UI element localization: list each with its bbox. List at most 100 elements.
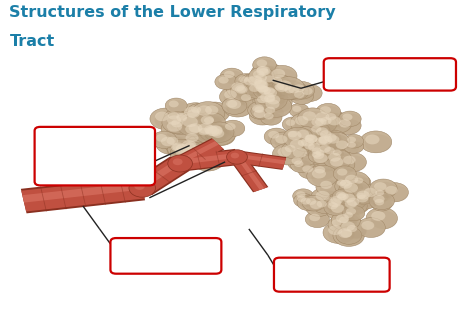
Circle shape — [205, 105, 230, 122]
Circle shape — [192, 147, 215, 163]
Circle shape — [196, 150, 206, 157]
Circle shape — [301, 198, 310, 205]
Circle shape — [360, 131, 392, 153]
Circle shape — [185, 133, 199, 142]
Circle shape — [249, 107, 275, 125]
Circle shape — [192, 149, 224, 171]
Circle shape — [220, 68, 244, 84]
Circle shape — [251, 71, 277, 89]
Circle shape — [155, 112, 169, 121]
Circle shape — [266, 65, 297, 87]
Circle shape — [302, 132, 322, 146]
Circle shape — [265, 99, 292, 117]
Circle shape — [231, 82, 245, 92]
Circle shape — [271, 81, 292, 96]
Circle shape — [294, 91, 304, 98]
Circle shape — [315, 149, 332, 161]
Circle shape — [196, 112, 226, 132]
Circle shape — [343, 156, 356, 164]
Circle shape — [241, 94, 251, 101]
Circle shape — [345, 200, 357, 208]
Circle shape — [231, 82, 256, 99]
Circle shape — [331, 137, 359, 156]
Circle shape — [315, 137, 328, 145]
Circle shape — [321, 110, 346, 127]
Circle shape — [264, 87, 275, 95]
Circle shape — [297, 196, 314, 207]
Circle shape — [298, 163, 322, 179]
Circle shape — [298, 84, 322, 101]
Circle shape — [297, 129, 319, 145]
Circle shape — [161, 136, 186, 154]
Circle shape — [284, 129, 306, 143]
Circle shape — [329, 147, 349, 161]
Circle shape — [260, 92, 275, 102]
Circle shape — [247, 75, 274, 94]
Circle shape — [254, 77, 277, 94]
Circle shape — [326, 113, 336, 121]
Circle shape — [289, 104, 309, 117]
Circle shape — [255, 84, 277, 99]
Circle shape — [320, 117, 341, 131]
Circle shape — [374, 198, 392, 211]
Circle shape — [309, 150, 340, 172]
Circle shape — [249, 67, 274, 85]
Circle shape — [357, 195, 368, 202]
Circle shape — [161, 117, 195, 141]
Circle shape — [262, 104, 284, 120]
Circle shape — [253, 110, 275, 125]
Circle shape — [338, 119, 361, 135]
Circle shape — [328, 152, 352, 169]
Circle shape — [224, 90, 248, 107]
Circle shape — [344, 212, 360, 223]
Circle shape — [258, 86, 271, 95]
Circle shape — [325, 113, 346, 127]
Circle shape — [371, 211, 385, 221]
Circle shape — [312, 147, 322, 154]
Circle shape — [253, 93, 278, 110]
Circle shape — [319, 106, 341, 120]
Circle shape — [297, 196, 306, 202]
Circle shape — [166, 137, 178, 145]
Circle shape — [243, 76, 268, 93]
Circle shape — [324, 133, 337, 142]
Polygon shape — [132, 156, 190, 195]
Circle shape — [294, 137, 315, 151]
Circle shape — [255, 74, 267, 82]
Circle shape — [337, 194, 355, 206]
Circle shape — [219, 87, 248, 107]
Circle shape — [221, 120, 245, 137]
Circle shape — [288, 144, 319, 166]
Circle shape — [354, 177, 371, 189]
Polygon shape — [179, 153, 237, 164]
Polygon shape — [134, 157, 188, 194]
Circle shape — [255, 78, 267, 86]
Circle shape — [328, 225, 355, 243]
Circle shape — [336, 140, 359, 156]
Circle shape — [253, 57, 276, 73]
Circle shape — [260, 92, 287, 111]
Circle shape — [323, 222, 355, 243]
Circle shape — [205, 126, 232, 145]
Circle shape — [294, 91, 313, 104]
Circle shape — [316, 178, 342, 196]
Circle shape — [297, 130, 309, 138]
Circle shape — [332, 219, 341, 226]
Circle shape — [375, 190, 384, 196]
Circle shape — [339, 180, 363, 196]
Circle shape — [271, 69, 285, 78]
Circle shape — [320, 181, 332, 189]
FancyBboxPatch shape — [274, 258, 390, 292]
Circle shape — [316, 191, 330, 200]
Circle shape — [327, 135, 339, 144]
Circle shape — [338, 228, 352, 238]
Circle shape — [222, 97, 247, 114]
Circle shape — [210, 125, 223, 134]
Circle shape — [168, 112, 189, 126]
Circle shape — [342, 194, 356, 203]
Circle shape — [345, 174, 370, 192]
Circle shape — [171, 119, 193, 134]
Circle shape — [168, 112, 179, 119]
Circle shape — [341, 210, 360, 223]
Circle shape — [328, 116, 341, 126]
